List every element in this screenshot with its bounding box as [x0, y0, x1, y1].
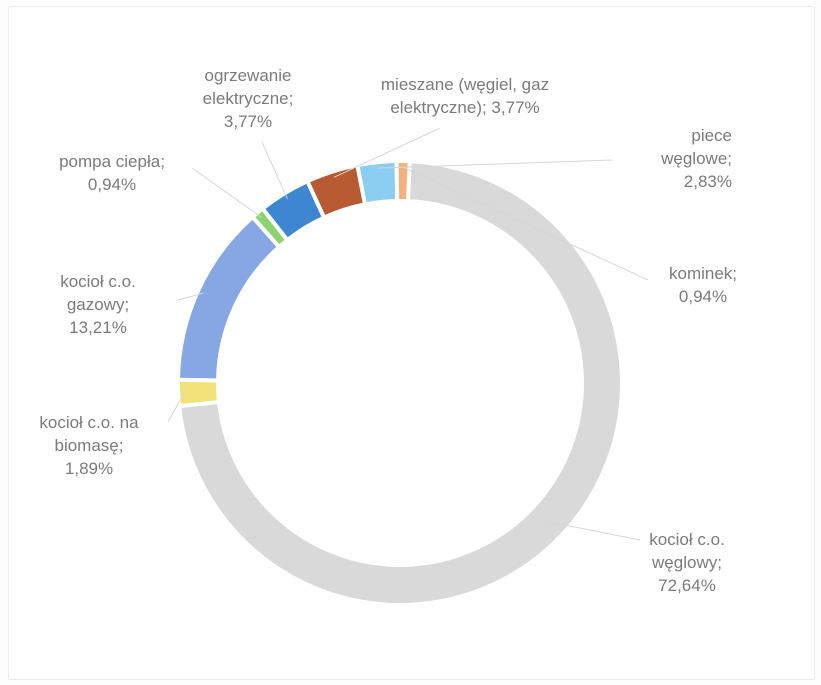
leader-line: [191, 167, 262, 218]
leader-line: [546, 520, 641, 541]
label-mieszane: mieszane (węgiel, gaz elektryczne); 3,77…: [380, 75, 550, 117]
leader-line: [402, 166, 649, 281]
slice-kominek: [394, 158, 412, 204]
leader-line: [177, 292, 204, 301]
label-pompa-ciepla: pompa ciepła; 0,94%: [59, 152, 165, 194]
leader-line: [261, 141, 288, 199]
leader-line: [333, 127, 441, 178]
label-kociol-biomase: kocioł c.o. na biomasę; 1,89%: [39, 413, 139, 478]
label-kominek: kominek; 0,94%: [668, 264, 738, 306]
label-piece-weglowe: piece węglowe; 2,83%: [661, 126, 732, 191]
slice-kocioł-c-o-węglowy: [177, 159, 624, 607]
leader-line: [167, 392, 185, 423]
label-kociol-weglowy: kocioł c.o. węglowy; 72,64%: [649, 530, 725, 595]
slice-kocioł-c-o-gazowy: [175, 214, 282, 383]
leader-line: [377, 159, 613, 169]
label-kociol-gazowy: kocioł c.o. gazowy; 13,21%: [60, 272, 136, 337]
label-ogrzewanie-elektryczne: ogrzewanie elektryczne; 3,77%: [202, 66, 294, 131]
